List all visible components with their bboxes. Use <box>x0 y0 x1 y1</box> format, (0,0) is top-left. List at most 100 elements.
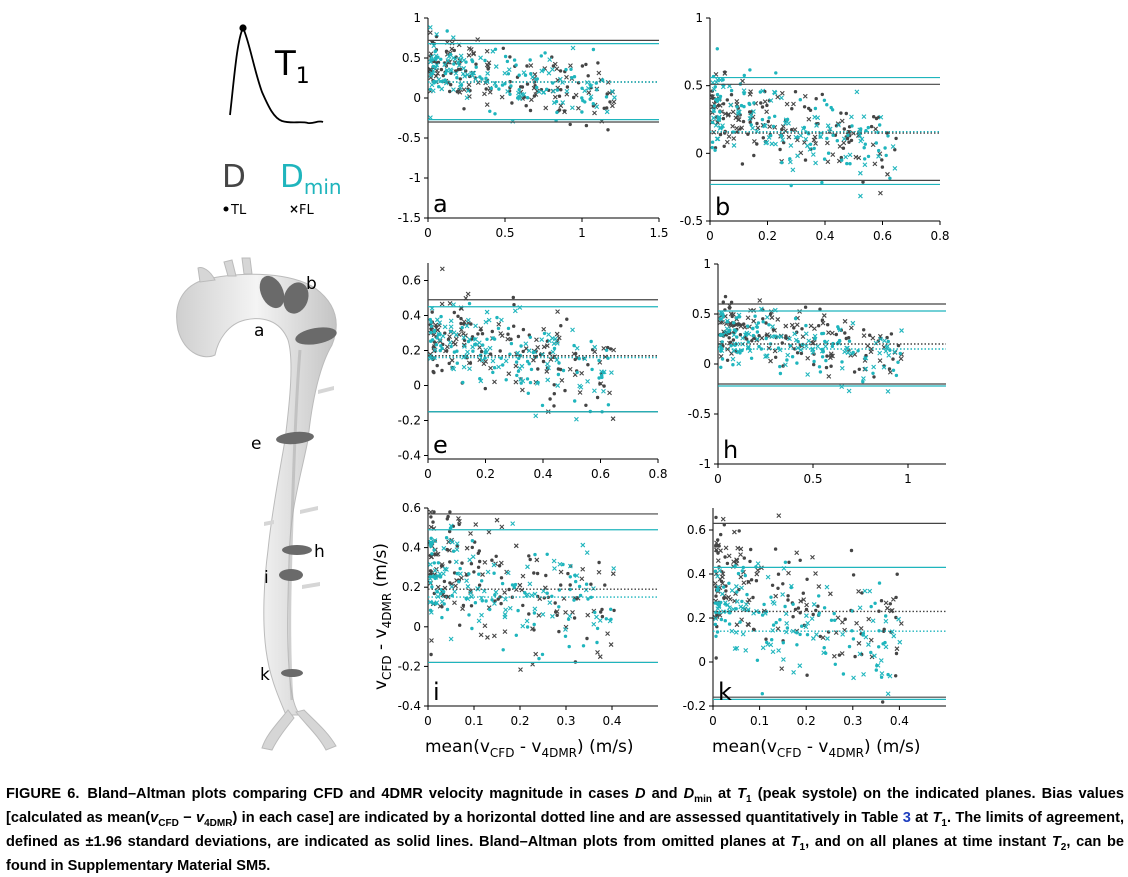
data-point-tl <box>791 615 795 619</box>
data-point-tl <box>496 597 500 601</box>
data-point-tl <box>593 610 597 615</box>
data-point-tl <box>536 367 540 371</box>
data-point-fl <box>554 66 560 72</box>
data-point-tl <box>527 362 531 366</box>
data-point-tl <box>432 510 436 514</box>
data-point-tl <box>561 562 565 567</box>
data-point-fl <box>805 372 811 377</box>
data-point-tl <box>793 347 797 351</box>
data-point-tl <box>512 324 516 328</box>
data-point-fl <box>851 675 856 681</box>
data-point-fl <box>574 345 580 351</box>
data-point-fl <box>715 136 721 142</box>
data-point-fl <box>781 657 786 662</box>
x-tick-label: 0 <box>424 226 432 240</box>
data-point-tl <box>603 583 607 587</box>
data-point-fl <box>842 349 848 355</box>
data-point-tl <box>589 339 593 344</box>
data-point-tl <box>715 588 720 592</box>
data-point-tl <box>861 180 865 184</box>
data-point-tl <box>812 359 816 364</box>
data-point-fl <box>448 324 454 330</box>
data-point-tl <box>833 662 837 666</box>
data-point-fl <box>897 639 903 645</box>
data-point-fl <box>833 630 839 636</box>
data-point-fl <box>568 63 573 69</box>
data-point-tl <box>474 62 478 66</box>
data-point-fl <box>555 309 560 314</box>
data-point-tl <box>440 605 444 609</box>
fl-marker-icon: × <box>289 202 299 216</box>
data-point-tl <box>455 571 459 576</box>
data-point-fl <box>787 336 792 342</box>
data-point-tl <box>740 569 744 573</box>
data-point-tl <box>591 47 596 52</box>
data-point-tl <box>539 54 543 58</box>
data-point-tl <box>847 644 852 649</box>
plane-label-h: h <box>314 542 325 562</box>
y-tick-label: -1.5 <box>398 211 421 225</box>
data-point-fl <box>764 109 770 115</box>
data-point-tl <box>572 75 577 79</box>
data-point-tl <box>755 121 759 126</box>
data-point-fl <box>839 651 845 656</box>
aorta-branch <box>302 582 320 589</box>
data-point-tl <box>525 82 530 86</box>
data-point-tl <box>501 363 505 367</box>
data-point-tl <box>774 355 778 359</box>
data-point-fl <box>726 134 732 139</box>
aorta-branch <box>223 259 237 277</box>
data-point-tl <box>470 58 474 62</box>
data-point-fl <box>540 611 546 617</box>
data-point-tl <box>757 344 761 349</box>
data-point-fl <box>453 71 459 76</box>
caption-segment: v <box>150 809 159 826</box>
data-point-tl <box>429 515 433 519</box>
data-point-fl <box>496 364 502 370</box>
data-point-fl <box>465 349 470 355</box>
data-point-fl <box>754 571 760 577</box>
data-point-tl <box>444 49 449 53</box>
data-point-fl <box>429 82 435 88</box>
caption-segment[interactable]: 3 <box>902 809 911 826</box>
caption-segment: T <box>790 833 800 850</box>
data-point-tl <box>516 369 521 373</box>
caption-segment: , can be found in Supplementary Material… <box>6 833 1125 874</box>
data-point-tl <box>722 585 726 589</box>
data-point-tl <box>445 517 449 521</box>
data-point-tl <box>577 356 581 361</box>
data-point-fl <box>840 619 845 625</box>
data-point-tl <box>818 370 823 374</box>
data-point-fl <box>574 416 579 422</box>
data-point-tl <box>727 581 731 585</box>
data-point-tl <box>719 579 724 583</box>
data-point-tl <box>428 317 432 322</box>
aorta-branch <box>300 506 318 514</box>
data-point-fl <box>595 650 600 655</box>
y-tick-label: -0.2 <box>398 414 421 428</box>
data-point-tl <box>509 337 513 341</box>
data-point-tl <box>438 332 442 336</box>
data-point-tl <box>746 340 750 344</box>
data-point-tl <box>813 106 818 111</box>
data-point-tl <box>600 614 605 619</box>
data-point-tl <box>477 583 482 587</box>
data-point-tl <box>760 613 765 617</box>
data-point-tl <box>716 103 721 108</box>
data-point-fl <box>835 615 841 621</box>
data-point-tl <box>452 310 456 315</box>
data-point-tl <box>781 641 785 645</box>
data-point-tl <box>721 78 725 82</box>
data-point-fl <box>564 74 569 80</box>
data-point-tl <box>837 653 842 657</box>
data-point-tl <box>602 106 606 111</box>
data-point-fl <box>810 636 816 641</box>
data-point-tl <box>604 617 608 621</box>
data-point-fl <box>877 151 883 157</box>
data-point-fl <box>557 561 563 567</box>
data-point-tl <box>723 294 728 299</box>
data-point-fl <box>471 51 476 57</box>
data-point-tl <box>429 536 433 540</box>
data-point-tl <box>516 334 521 339</box>
data-point-fl <box>807 146 813 152</box>
